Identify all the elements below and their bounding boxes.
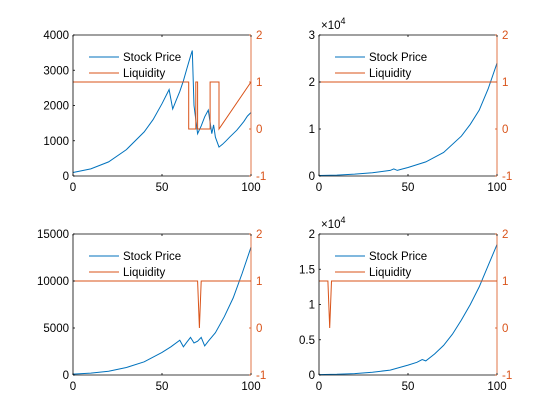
y-tick-label-right: 1 (256, 77, 262, 89)
y-tick-label-right: 2 (256, 229, 262, 241)
x-tick-label: 50 (402, 381, 415, 393)
y-tick-label-left: 10000 (37, 276, 69, 288)
x-tick-label: 100 (487, 381, 506, 393)
subplot-2: 0 50 100 0 1 2 3 -1 0 1 2 ×104 Stock Price Liquidity (309, 16, 513, 194)
exponent-label: ×104 (321, 16, 346, 32)
y-tick-label-left: 3 (309, 30, 315, 42)
legend-label: Stock Price (123, 52, 181, 64)
series-line-stock-price (72, 247, 252, 375)
y-tick-label-right: 0 (256, 323, 262, 335)
x-tick-label: 100 (487, 182, 506, 194)
x-tick-label: 50 (156, 381, 169, 393)
y-tick-label-left: 1 (309, 124, 315, 136)
y-tick-label-left: 1000 (43, 136, 69, 148)
y-tick-label-right: 2 (502, 30, 508, 42)
y-tick-label-left: 2 (309, 229, 315, 241)
y-tick-label-right: 1 (502, 77, 508, 89)
y-tick-label-left: 1.5 (299, 264, 315, 276)
y-tick-label-right: 1 (256, 276, 262, 288)
y-tick-label-right: -1 (256, 171, 266, 183)
x-tick-label: 0 (316, 182, 322, 194)
series-line-stock-price (318, 244, 498, 376)
series-line-liquidity (319, 280, 497, 329)
series-line-liquidity (73, 280, 251, 329)
subplot-3: 0 50 100 0 5000 10000 15000 -1 0 1 2 Stock Price Liq… (37, 229, 266, 393)
y-tick-label-left: 1 (309, 300, 315, 312)
y-tick-label-right: -1 (502, 370, 512, 382)
exponent-label: ×104 (321, 215, 346, 231)
y-tick-label-left: 4000 (43, 30, 69, 42)
series-line-liquidity (73, 81, 252, 131)
y-tick-label-left: 0.5 (299, 335, 315, 347)
x-tick-label: 50 (156, 182, 169, 194)
legend-label: Stock Price (123, 251, 181, 263)
y-tick-label-left: 0 (309, 370, 315, 382)
y-tick-label-right: -1 (256, 370, 266, 382)
y-tick-label-left: 0 (63, 370, 69, 382)
series-line-stock-price (72, 50, 252, 173)
y-tick-label-left: 5000 (43, 323, 69, 335)
legend-label: Liquidity (369, 267, 411, 279)
y-tick-label-right: -1 (502, 171, 512, 183)
y-tick-label-right: 2 (256, 30, 262, 42)
legend-label: Liquidity (369, 68, 411, 80)
x-tick-label: 100 (241, 381, 260, 393)
y-tick-label-left: 0 (309, 171, 315, 183)
y-tick-label-right: 0 (256, 124, 262, 136)
legend-label: Liquidity (123, 267, 165, 279)
y-tick-label-right: 2 (502, 229, 508, 241)
y-tick-label-left: 3000 (43, 65, 69, 77)
y-tick-label-left: 0 (63, 171, 69, 183)
y-tick-label-right: 0 (502, 323, 508, 335)
x-tick-label: 100 (241, 182, 260, 194)
legend-label: Stock Price (369, 251, 427, 263)
subplot-4: 0 50 100 0 0.5 1 1.5 2 -1 0 1 2 ×104 Stock Price Liqui… (299, 215, 512, 393)
legend-label: Stock Price (369, 52, 427, 64)
y-tick-label-left: 15000 (37, 229, 69, 241)
y-tick-label-left: 2000 (43, 101, 69, 113)
y-tick-label-right: 0 (502, 124, 508, 136)
x-tick-label: 0 (316, 381, 322, 393)
legend-label: Liquidity (123, 68, 165, 80)
x-tick-label: 50 (402, 182, 415, 194)
y-tick-label-right: 1 (502, 276, 508, 288)
y-tick-label-left: 2 (309, 77, 315, 89)
series-line-stock-price (318, 63, 498, 176)
x-tick-label: 0 (70, 381, 76, 393)
x-tick-label: 0 (70, 182, 76, 194)
